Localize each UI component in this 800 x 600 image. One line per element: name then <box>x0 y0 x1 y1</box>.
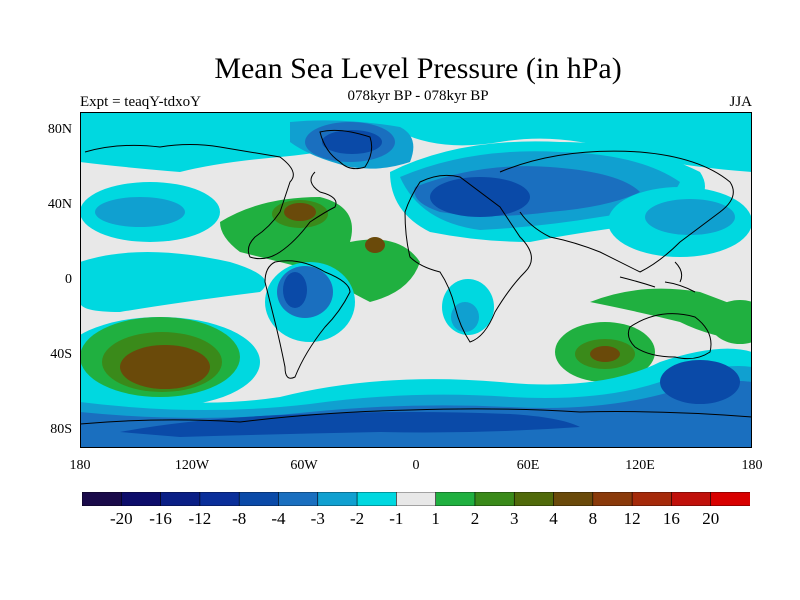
npacific-blue <box>95 197 185 227</box>
colorbar-label: 2 <box>470 509 480 528</box>
colorbar-swatch <box>199 492 240 506</box>
xtick-120e: 120E <box>625 458 655 473</box>
colorbar-label: -16 <box>149 509 172 528</box>
colorbar-label: 1 <box>431 509 440 528</box>
xtick-60e: 60E <box>516 458 540 473</box>
season-label: JJA <box>729 94 752 110</box>
greenland-coast <box>319 129 373 170</box>
safrica-blue <box>451 302 479 332</box>
pressure-anomaly-map <box>80 112 752 448</box>
colorbar <box>82 492 750 506</box>
south-america-coast <box>264 260 351 379</box>
colorbar-label: -20 <box>109 509 133 528</box>
arctic-cyan-band <box>80 112 752 172</box>
colorbar-swatch <box>710 492 750 506</box>
colorbar-swatch <box>120 492 162 506</box>
plot-title: Mean Sea Level Pressure (in hPa) <box>214 52 622 85</box>
colorbar-swatch <box>513 492 555 506</box>
colorbar-swatch <box>396 492 437 506</box>
eqatlantic-brown <box>365 237 385 253</box>
antarctica-coast <box>80 408 752 425</box>
east-pacific-green <box>710 300 752 344</box>
nepacific-blue <box>645 199 735 235</box>
ytick-40s: 40S <box>50 347 72 362</box>
colorbar-label: -1 <box>389 509 404 528</box>
colorbar-swatch <box>356 492 398 506</box>
colorbar-swatch <box>631 492 673 506</box>
xtick-60w: 60W <box>290 458 318 473</box>
colorbar-label: 20 <box>702 509 720 528</box>
australia-coast <box>627 313 712 360</box>
southern-deepblue <box>120 412 580 437</box>
colorbar-label: 12 <box>623 509 641 528</box>
atlantic-brown <box>284 203 316 221</box>
eurasia-core <box>430 177 530 217</box>
indonesia-coast <box>619 261 696 293</box>
colorbar-label: 16 <box>662 509 680 528</box>
colorbar-label: -12 <box>188 509 212 528</box>
north-america-coast <box>84 144 337 260</box>
indian-ocean-brown <box>590 346 620 362</box>
sw-pacific-low <box>660 360 740 404</box>
colorbar-swatch <box>238 492 280 506</box>
xtick-0: 0 <box>412 458 420 473</box>
xtick-120w: 120W <box>174 458 210 473</box>
spacific-brown <box>120 345 210 389</box>
colorbar-swatch <box>160 492 201 506</box>
experiment-label: Expt = teaqY-tdxoY <box>80 94 201 110</box>
colorbar-label: 4 <box>549 509 558 528</box>
asia-coast <box>499 150 734 273</box>
colorbar-swatch <box>82 492 123 506</box>
ytick-0: 0 <box>65 272 72 287</box>
ytick-80n: 80N <box>47 122 72 137</box>
colorbar-swatch <box>474 492 516 506</box>
samerica-core <box>283 272 307 308</box>
colorbar-swatch <box>592 492 633 506</box>
colorbar-label: -3 <box>310 509 325 528</box>
colorbar-swatch <box>553 492 594 506</box>
colorbar-swatch <box>435 492 476 506</box>
colorbar-label: -2 <box>349 509 365 528</box>
xtick-180e: 180 <box>741 458 763 473</box>
colorbar-swatch <box>317 492 358 506</box>
colorbar-swatch <box>278 492 319 506</box>
plot-subtitle: 078kyr BP - 078kyr BP <box>347 88 489 104</box>
colorbar-swatch <box>671 492 712 506</box>
arctic-low-inner <box>322 130 382 154</box>
colorbar-label: 3 <box>509 509 519 528</box>
ytick-80s: 80S <box>50 422 72 437</box>
tropical-pacific-cyan <box>80 252 266 312</box>
colorbar-label: -4 <box>271 509 286 528</box>
map-frame <box>80 112 752 448</box>
colorbar-label: 8 <box>588 509 598 528</box>
ytick-40n: 40N <box>47 197 72 212</box>
xtick-180w: 180 <box>69 458 91 473</box>
europe-africa-coast <box>404 174 532 343</box>
colorbar-label: -8 <box>232 509 247 528</box>
coastlines <box>80 129 752 425</box>
atlantic-green <box>220 197 420 302</box>
